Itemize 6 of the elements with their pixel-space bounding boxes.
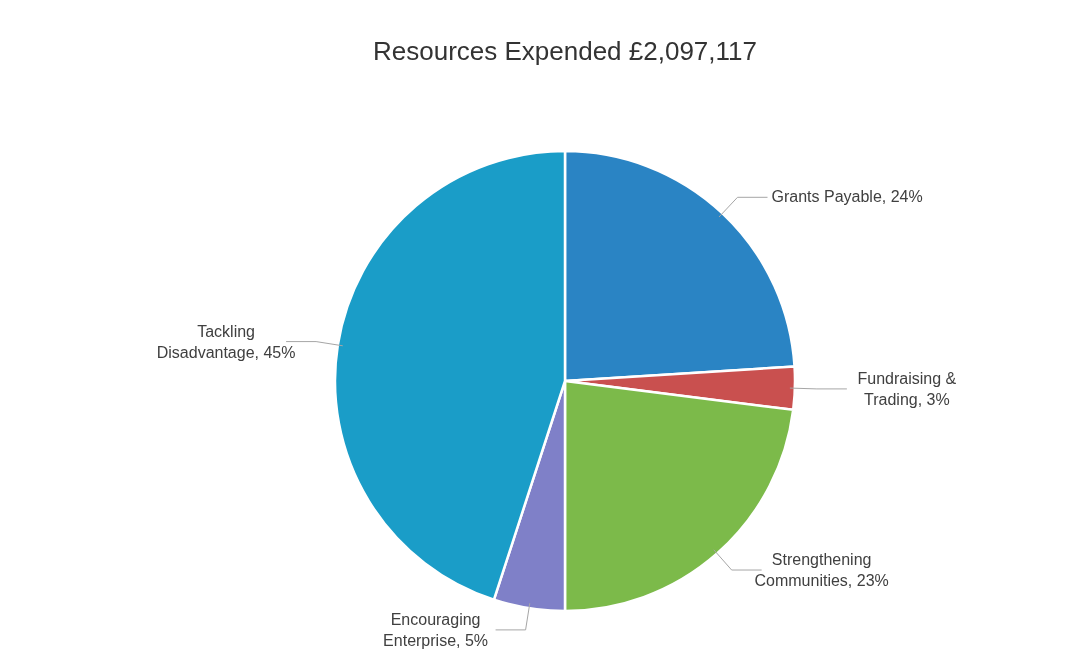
slice-label: Grants Payable, 24% [771,188,923,206]
chart-title: Resources Expended £2,097,117 [372,36,758,66]
slice-label: Strengthening Communities, 23% [754,551,889,590]
slice-label: Encouraging Enterprise, 5% [383,610,489,649]
slice-label: Tackling Disadvantage, 45% [156,322,296,361]
slice-label: Fundraising & Trading, 3% [857,369,957,408]
